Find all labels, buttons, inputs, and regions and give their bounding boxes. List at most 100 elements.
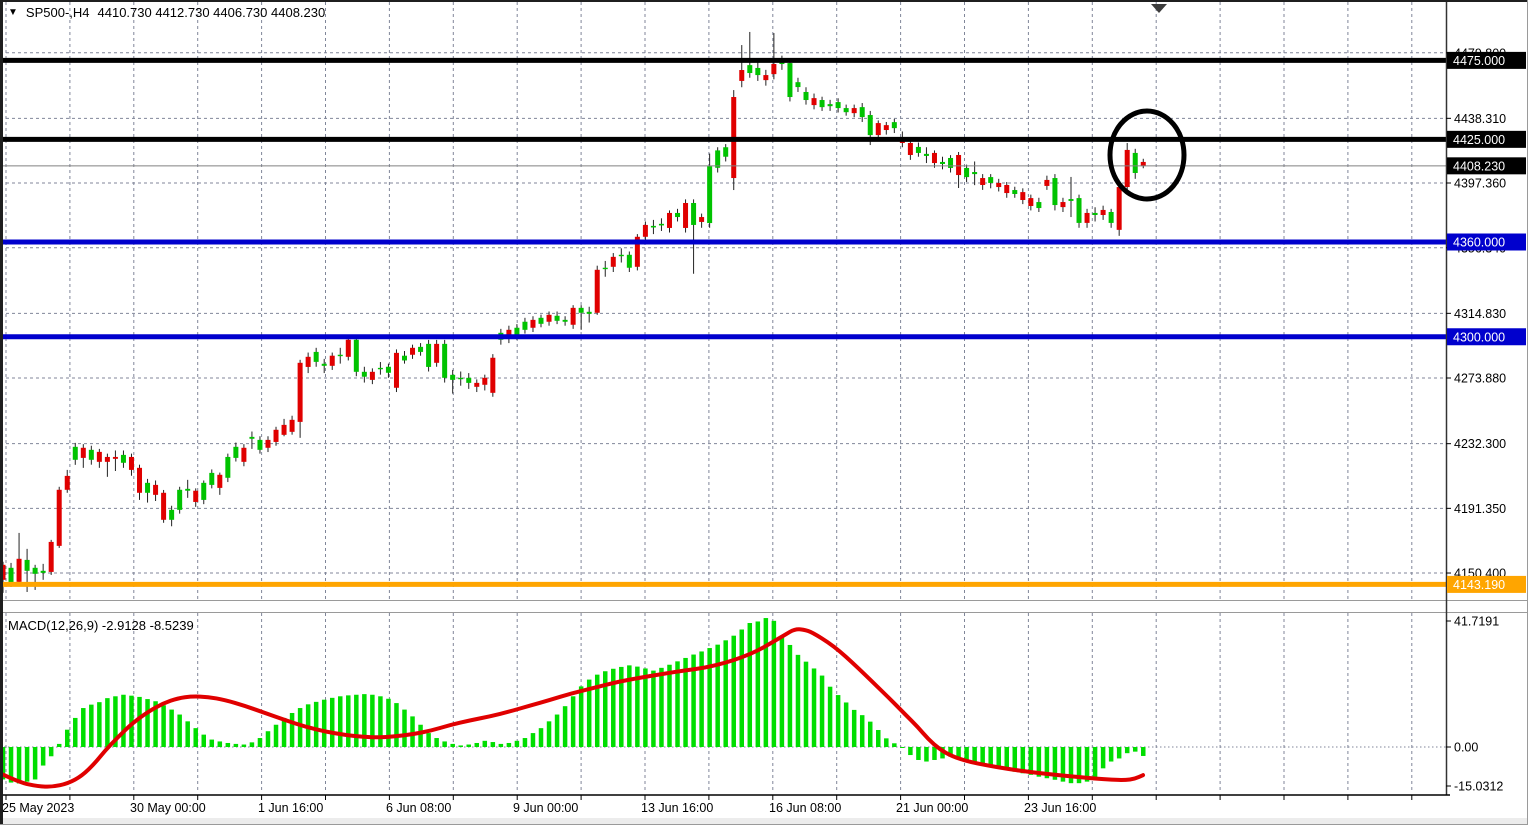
candle-body: [345, 339, 351, 357]
macd-bar: [892, 743, 897, 747]
price-badge-label: 4475.000: [1453, 54, 1505, 68]
macd-bar: [771, 620, 777, 747]
candle-body: [369, 371, 375, 380]
candle-body: [450, 374, 456, 380]
candle-body: [771, 64, 777, 75]
macd-bar: [1020, 747, 1026, 774]
macd-bar: [1052, 747, 1058, 780]
macd-bar: [715, 644, 720, 747]
macd-bar: [787, 644, 793, 747]
candle-body: [80, 447, 86, 458]
macd-bar: [145, 699, 150, 747]
price-badge-label: 4300.000: [1453, 330, 1505, 344]
candle-body: [618, 254, 624, 257]
macd-bar: [1116, 747, 1122, 759]
macd-bar: [1028, 747, 1034, 775]
candle-body: [265, 439, 271, 448]
candle-body: [699, 217, 705, 222]
candle-body: [554, 315, 560, 321]
candle-body: [209, 472, 215, 485]
candle-body: [434, 343, 440, 363]
candle-body: [715, 150, 721, 168]
candle-body: [458, 377, 464, 380]
annotation-circle[interactable]: [1107, 108, 1187, 202]
macd-axis-label: -15.0312: [1454, 780, 1503, 794]
macd-bar: [81, 708, 86, 747]
candle-body: [907, 142, 913, 155]
macd-bar: [16, 747, 22, 784]
time-axis-label: 25 May 2023: [2, 801, 74, 815]
macd-bar: [522, 738, 528, 747]
macd-bar: [24, 747, 30, 782]
macd-bar: [265, 731, 271, 747]
candle-body: [289, 419, 295, 432]
candle-body: [1012, 190, 1018, 194]
macd-bar: [498, 743, 504, 747]
macd-bar: [1132, 747, 1138, 752]
macd-histogram: [0, 618, 1146, 784]
macd-bar: [418, 724, 423, 747]
macd-bar: [683, 657, 688, 747]
candle-body: [795, 82, 801, 88]
candle-body: [104, 456, 110, 462]
candle-body: [819, 100, 825, 108]
time-axis-label: 13 Jun 16:00: [641, 801, 713, 815]
price-axis-label: 4191.350: [1454, 502, 1506, 516]
chart-dropdown-icon[interactable]: ▼: [8, 6, 18, 18]
time-axis-label: 6 Jun 08:00: [386, 801, 451, 815]
macd-bar: [1036, 747, 1042, 777]
price-badge: [1447, 575, 1526, 593]
candle-body: [964, 167, 970, 178]
candle-body: [1044, 179, 1050, 186]
macd-bar: [217, 741, 223, 747]
macd-bar: [313, 701, 319, 747]
candle-body: [297, 362, 303, 422]
macd-bar: [964, 747, 969, 760]
macd-bar: [225, 742, 231, 747]
candle-body: [353, 339, 359, 372]
price-axis[interactable]: 4479.8004438.3104397.3604356.3404314.830…: [1445, 2, 1526, 795]
macd-bar: [851, 709, 857, 747]
candle-body: [851, 108, 857, 114]
macd-bar: [257, 738, 263, 747]
macd-bar: [490, 742, 496, 747]
candle-body: [610, 256, 616, 267]
candle-body: [169, 509, 175, 520]
candle-body: [1092, 212, 1098, 215]
candle-body: [1140, 161, 1146, 166]
macd-bar: [956, 747, 961, 759]
candle-body: [739, 70, 745, 81]
candle-body: [377, 367, 383, 370]
time-axis-label: 23 Jun 16:00: [1024, 801, 1096, 815]
time-axis-label: 21 Jun 00:00: [896, 801, 968, 815]
time-axis[interactable]: 25 May 2023 30 May 00:00 1 Jun 16:00 6 Jun …: [0, 794, 1450, 815]
macd-bar: [667, 664, 672, 747]
macd-bar: [273, 724, 279, 747]
candle-body: [426, 343, 432, 367]
macd-bar: [988, 747, 993, 767]
candle-body: [811, 98, 817, 106]
macd-bar: [426, 733, 431, 747]
macd-bar: [410, 716, 415, 747]
macd-bar: [474, 742, 480, 747]
macd-indicator-label: MACD(12,26,9) -2.9128 -8.5239: [8, 618, 194, 633]
candle-body: [64, 475, 70, 490]
candle-body: [683, 202, 689, 228]
candle-body: [956, 154, 962, 176]
macd-bar: [40, 747, 46, 766]
macd-bar: [281, 717, 287, 747]
candle-body: [931, 152, 937, 164]
time-axis-label: 16 Jun 08:00: [769, 801, 841, 815]
macd-signal-line: [1, 627, 1145, 789]
candle-body: [273, 429, 279, 442]
candle-body: [570, 307, 576, 325]
macd-bar: [329, 697, 335, 747]
candle-body: [1004, 184, 1010, 194]
candle-series: [0, 31, 1146, 593]
candle-body: [1100, 209, 1106, 215]
scroll-marker-icon[interactable]: [1151, 4, 1167, 13]
macd-bar: [466, 744, 471, 747]
candle-body: [120, 454, 126, 463]
candle-body: [410, 347, 416, 355]
